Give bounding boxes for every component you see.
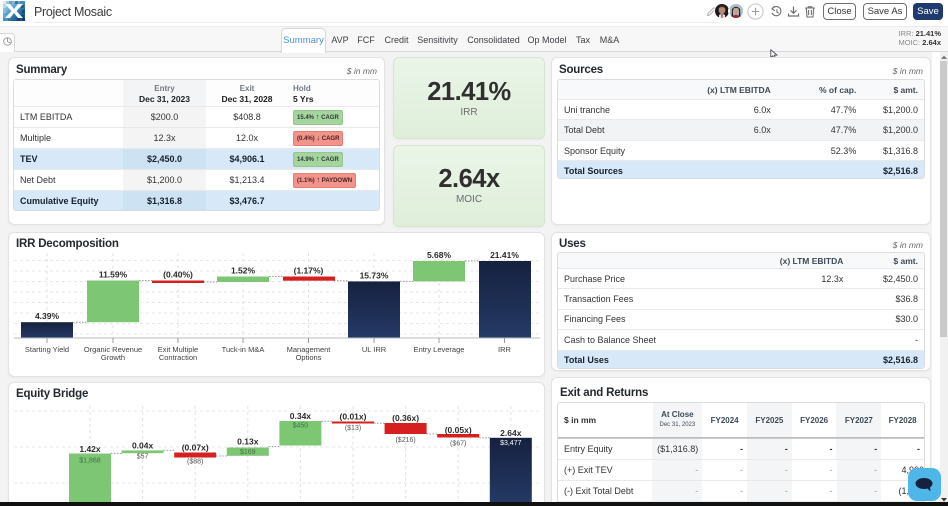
- svg-text:1.42x: 1.42x: [79, 444, 101, 454]
- svg-text:$3,477: $3,477: [500, 440, 522, 447]
- svg-text:Starting Yield: Starting Yield: [25, 345, 69, 354]
- svg-text:4.39%: 4.39%: [35, 311, 60, 321]
- svg-text:($88): ($88): [187, 459, 203, 466]
- svg-text:(0.05x): (0.05x): [445, 425, 472, 435]
- svg-text:21.41%: 21.41%: [490, 250, 519, 260]
- svg-text:Options: Options: [296, 353, 322, 362]
- svg-text:(0.01x): (0.01x): [340, 412, 367, 422]
- svg-text:11.59%: 11.59%: [99, 270, 128, 280]
- svg-text:Growth: Growth: [101, 353, 125, 362]
- svg-text:IRR: IRR: [498, 345, 512, 354]
- svg-text:($13): ($13): [345, 425, 361, 432]
- svg-text:(1.17%): (1.17%): [294, 266, 324, 276]
- svg-text:Tuck-in M&A: Tuck-in M&A: [222, 345, 265, 354]
- svg-text:Organic Revenue: Organic Revenue: [84, 345, 142, 354]
- svg-text:$169: $169: [240, 449, 256, 456]
- svg-text:($67): ($67): [450, 441, 466, 448]
- svg-text:Entry Leverage: Entry Leverage: [414, 345, 465, 354]
- svg-text:($216): ($216): [395, 437, 415, 444]
- svg-text:$57: $57: [137, 454, 149, 461]
- svg-text:Management: Management: [287, 345, 332, 354]
- svg-text:2.64x: 2.64x: [500, 428, 522, 438]
- svg-text:(0.40%): (0.40%): [163, 270, 193, 280]
- svg-text:1.52%: 1.52%: [231, 266, 256, 276]
- svg-text:0.13x: 0.13x: [237, 436, 259, 446]
- svg-text:Contraction: Contraction: [159, 353, 197, 362]
- svg-text:5.68%: 5.68%: [427, 250, 452, 260]
- svg-text:0.04x: 0.04x: [132, 441, 154, 451]
- svg-text:Exit Multiple: Exit Multiple: [158, 345, 198, 354]
- svg-text:UL IRR: UL IRR: [362, 345, 387, 354]
- svg-text:15.73%: 15.73%: [360, 270, 389, 280]
- svg-text:(0.07x): (0.07x): [182, 443, 209, 453]
- svg-text:$450: $450: [293, 423, 309, 430]
- svg-text:(0.36x): (0.36x): [392, 413, 419, 423]
- svg-text:$1,868: $1,868: [79, 458, 101, 465]
- svg-text:0.34x: 0.34x: [290, 411, 312, 421]
